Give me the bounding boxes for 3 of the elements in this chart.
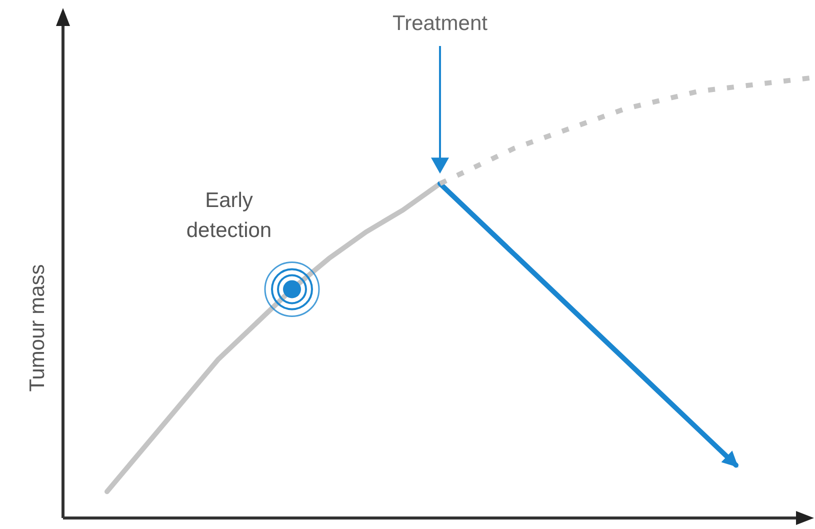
text: Treatment bbox=[392, 12, 488, 35]
y-axis-title: Tumour mass bbox=[26, 264, 49, 392]
annotation: Early detection bbox=[186, 189, 272, 242]
